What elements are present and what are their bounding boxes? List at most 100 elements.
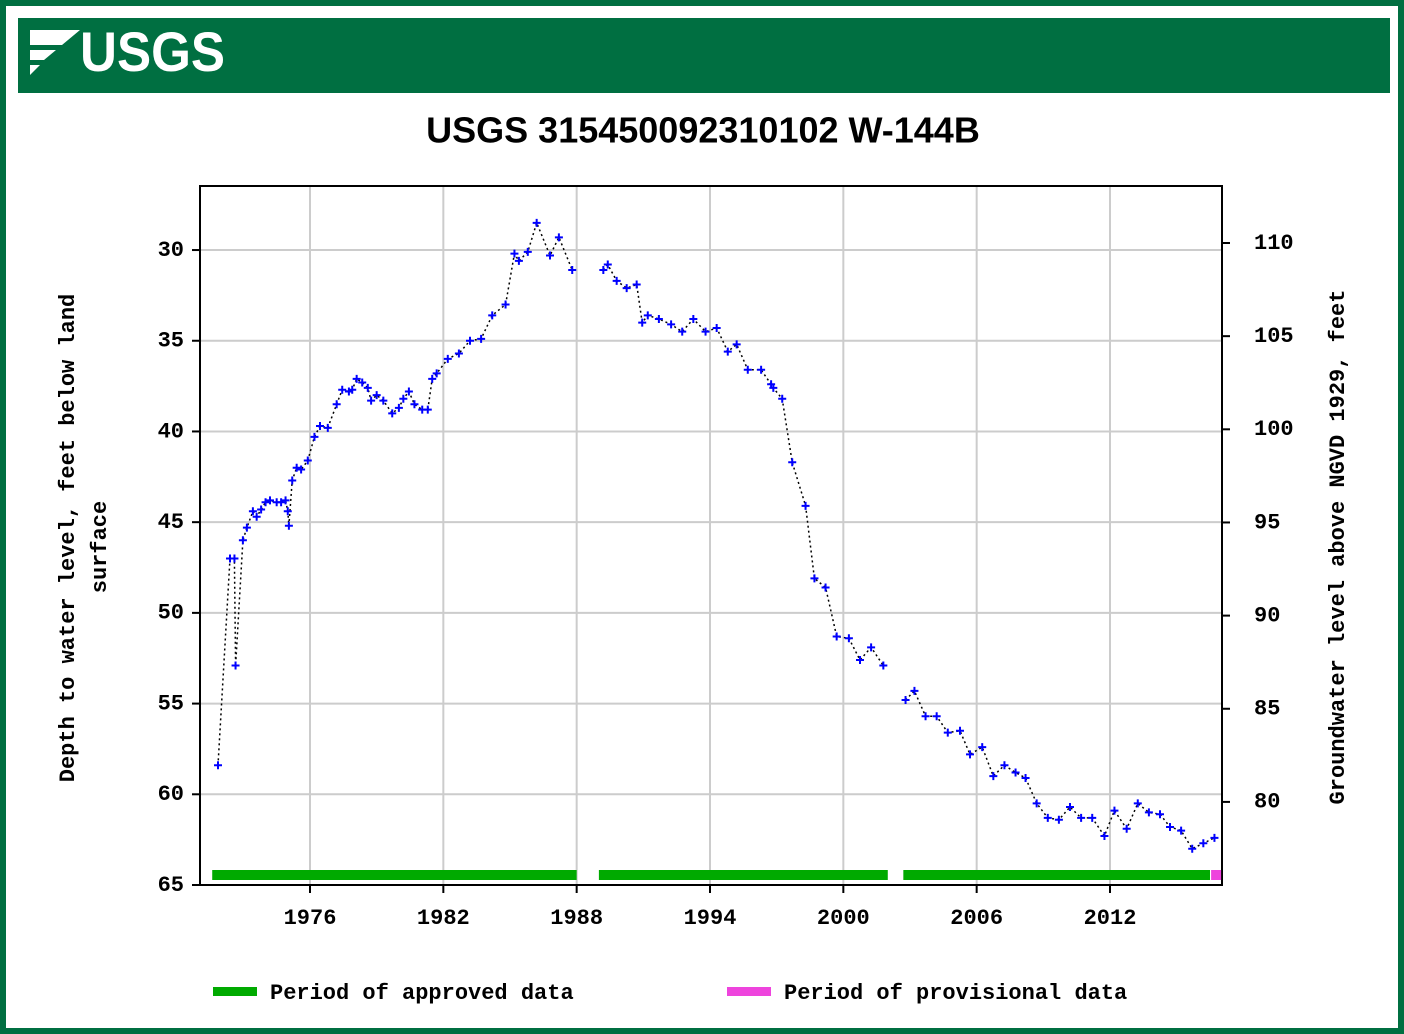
data-point <box>678 327 687 336</box>
y-axis-label: surface <box>88 501 113 593</box>
data-point <box>1100 832 1109 841</box>
data-point <box>404 387 413 396</box>
data-point <box>966 750 974 759</box>
data-point <box>1166 822 1174 831</box>
data-point <box>1088 813 1097 822</box>
data-point <box>1000 761 1009 770</box>
data-point <box>989 772 998 781</box>
data-point <box>288 476 297 485</box>
data-point <box>956 726 964 735</box>
data-point <box>1177 826 1186 835</box>
y-tick-label: 50 <box>158 601 184 626</box>
data-point <box>638 318 647 327</box>
data-point <box>603 260 612 269</box>
period-bar <box>212 870 577 880</box>
data-point <box>654 314 663 323</box>
data-point <box>231 661 240 670</box>
data-point <box>701 327 710 336</box>
data-point <box>943 728 952 737</box>
data-point <box>348 385 357 394</box>
x-tick-label: 2006 <box>950 906 1003 931</box>
data-point <box>769 383 778 392</box>
x-tick-label: 1976 <box>284 906 337 931</box>
data-point <box>821 583 830 592</box>
data-point <box>1210 833 1219 842</box>
y2-tick-label: 80 <box>1254 790 1280 815</box>
data-point <box>338 385 347 394</box>
y-tick-label: 60 <box>158 782 184 807</box>
data-point <box>844 634 853 643</box>
x-tick-label: 1982 <box>417 906 470 931</box>
data-point <box>599 265 608 274</box>
data-point <box>554 233 563 242</box>
data-point <box>532 218 541 227</box>
data-point <box>622 284 631 293</box>
y2-tick-label: 85 <box>1254 697 1280 722</box>
data-point <box>1199 839 1208 848</box>
data-point <box>238 536 247 545</box>
banner <box>18 18 1390 93</box>
data-point <box>643 311 652 320</box>
legend-swatch <box>727 987 771 996</box>
y-tick-label: 55 <box>158 691 184 716</box>
y-tick-label: 35 <box>158 329 184 354</box>
data-point <box>257 505 266 514</box>
data-point <box>214 761 222 770</box>
y2-tick-label: 90 <box>1254 603 1280 628</box>
legend-swatch <box>213 987 257 996</box>
data-point <box>358 378 367 387</box>
y2-tick-label: 110 <box>1254 231 1294 256</box>
period-bar <box>903 870 1210 880</box>
data-point <box>612 276 621 285</box>
logo-waves <box>30 30 80 75</box>
data-point <box>689 314 698 323</box>
data-point <box>788 458 797 467</box>
data-point <box>292 463 301 472</box>
data-point <box>248 507 257 516</box>
data-point <box>443 354 452 363</box>
chart-title: USGS 315450092310102 W-144B <box>426 110 980 151</box>
legend-label: Period of provisional data <box>784 981 1127 1006</box>
data-point <box>921 712 930 721</box>
legend-label: Period of approved data <box>270 981 574 1006</box>
data-point <box>252 512 261 521</box>
data-point <box>667 320 676 329</box>
y2-tick-label: 95 <box>1254 510 1280 535</box>
data-point <box>363 383 372 392</box>
data-point <box>723 347 732 356</box>
data-point <box>1188 844 1197 853</box>
data-point <box>454 349 463 358</box>
data-point <box>514 256 523 265</box>
data-point <box>466 336 474 345</box>
x-tick-label: 2000 <box>817 906 870 931</box>
y-tick-label: 45 <box>158 510 184 535</box>
plot-frame <box>199 185 1223 886</box>
data-point <box>856 656 864 665</box>
data-point <box>297 465 306 474</box>
data-point <box>778 394 787 403</box>
data-point <box>1066 802 1074 811</box>
data-point <box>316 422 324 431</box>
data-point <box>568 265 577 274</box>
data-point <box>352 374 361 383</box>
data-point <box>879 661 888 670</box>
data-point <box>867 643 876 652</box>
data-point <box>1156 810 1164 819</box>
logo: USGS <box>80 20 225 83</box>
data-point <box>399 394 408 403</box>
data-point <box>978 743 987 752</box>
data-point <box>1043 813 1052 822</box>
data-point <box>712 324 721 333</box>
y-tick-label: 40 <box>158 419 184 444</box>
data-point <box>410 400 419 409</box>
data-point <box>283 507 292 516</box>
data-point <box>432 369 441 378</box>
data-point <box>832 632 841 641</box>
data-point <box>428 374 437 383</box>
data-point <box>1021 773 1030 782</box>
data-point <box>1144 808 1153 817</box>
data-point <box>323 423 332 432</box>
y2-axis-label: Groundwater level above NGVD 1929, feet <box>1326 290 1351 805</box>
